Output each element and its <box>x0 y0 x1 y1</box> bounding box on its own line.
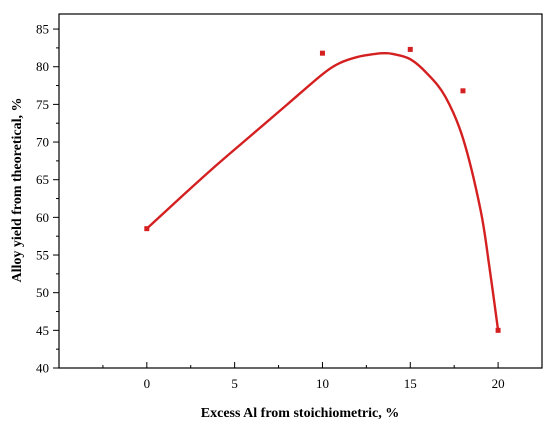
y-tick-label: 50 <box>36 285 49 300</box>
y-tick-label: 45 <box>36 323 49 338</box>
x-tick-label: 0 <box>144 376 151 391</box>
fit-curve-layer <box>145 51 500 332</box>
x-tick-label: 20 <box>492 376 505 391</box>
data-point <box>144 226 150 232</box>
y-tick-label: 70 <box>36 135 49 150</box>
x-axis-title: Excess Al from stoichiometric, % <box>201 406 399 421</box>
y-tick-label: 55 <box>36 248 49 263</box>
y-tick-label: 65 <box>36 172 49 187</box>
fit-curve <box>145 51 500 332</box>
x-tick-label: 5 <box>231 376 238 391</box>
data-point <box>460 88 466 94</box>
x-tick-label: 15 <box>404 376 417 391</box>
data-points-layer <box>144 46 501 333</box>
y-tick-label: 75 <box>36 97 49 112</box>
data-point <box>407 46 413 52</box>
tick-labels: 0 5 10 15 20 40 45 50 55 60 65 70 75 80 85 <box>36 22 505 391</box>
data-point <box>495 327 501 333</box>
y-axis-title: Alloy yield from theoretical, % <box>10 98 25 283</box>
data-point <box>319 50 325 56</box>
plot-frame <box>58 13 543 369</box>
x-tick-label: 10 <box>316 376 329 391</box>
y-tick-label: 80 <box>36 59 49 74</box>
y-tick-label: 85 <box>36 22 49 37</box>
y-tick-label: 60 <box>36 210 49 225</box>
axes <box>53 13 543 369</box>
y-tick-label: 40 <box>36 361 49 376</box>
